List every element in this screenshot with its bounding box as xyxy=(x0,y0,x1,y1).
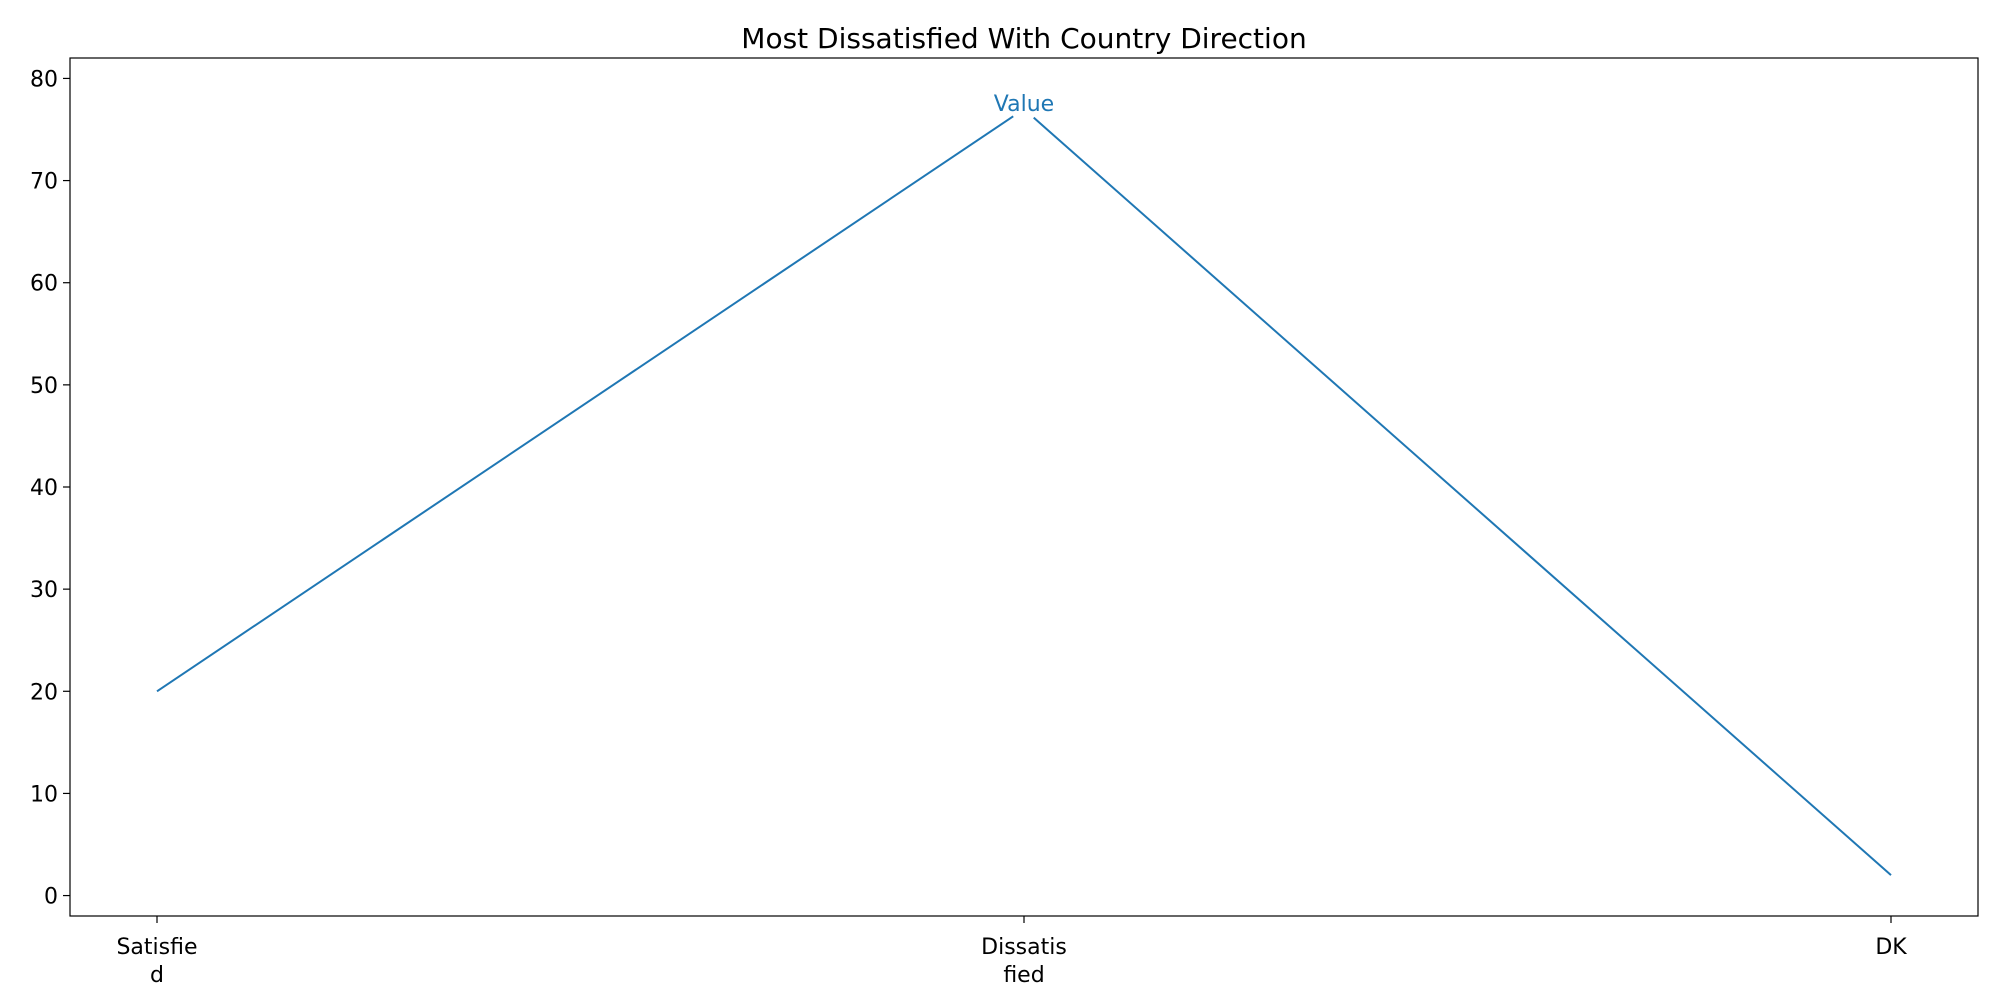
y-tick-label: 80 xyxy=(30,67,58,92)
x-axis: Satisfie d Dissatis fied DK xyxy=(116,916,1907,988)
plot-frame xyxy=(69,57,1979,917)
y-tick-label: 40 xyxy=(30,476,58,501)
y-tick-label: 20 xyxy=(30,680,58,705)
y-tick-label: 0 xyxy=(44,885,58,910)
x-tick-label: Dissatis fied xyxy=(981,935,1067,988)
x-tick-label-line: fied xyxy=(1003,963,1044,988)
series-line-segment xyxy=(156,115,1014,693)
x-tick-label-line: Dissatis xyxy=(981,935,1067,960)
series-line-segment xyxy=(1033,116,1892,876)
y-tick-label: 50 xyxy=(30,374,58,399)
x-tick-label: DK xyxy=(1875,935,1907,960)
y-tick-label: 10 xyxy=(30,782,58,807)
series-layer: Value xyxy=(156,92,1892,876)
series-label: Value xyxy=(994,92,1054,117)
chart-title: Most Dissatisfied With Country Direction xyxy=(741,22,1306,55)
x-tick-label-line: DK xyxy=(1875,935,1907,960)
x-tick-label: Satisfie d xyxy=(116,935,197,988)
y-tick-label: 30 xyxy=(30,578,58,603)
y-tick-label: 70 xyxy=(30,170,58,195)
x-tick-label-line: d xyxy=(150,963,164,988)
y-axis: 0 10 20 30 40 50 60 70 80 xyxy=(30,67,70,910)
y-tick-label: 60 xyxy=(30,272,58,297)
x-tick-label-line: Satisfie xyxy=(116,935,197,960)
